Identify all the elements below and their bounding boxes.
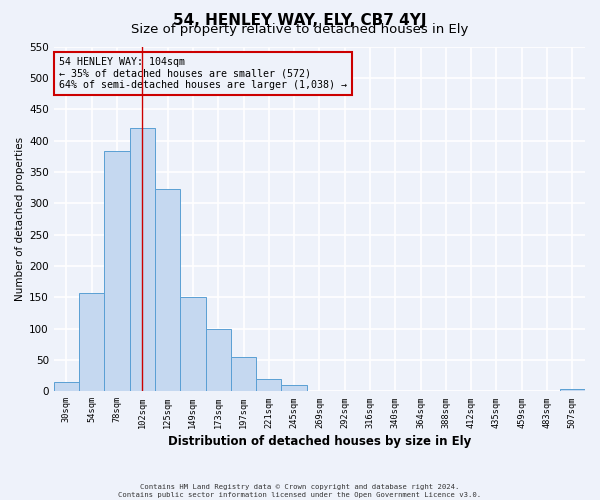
Bar (79, 293, 104, 391)
Bar (104, 151, 130, 391)
Bar (155, 190, 180, 391)
Bar (560, 390, 585, 391)
Bar (256, 378, 281, 391)
X-axis label: Distribution of detached houses by size in Ely: Distribution of detached houses by size … (168, 434, 471, 448)
Bar (206, 328, 231, 391)
Y-axis label: Number of detached properties: Number of detached properties (15, 137, 25, 301)
Text: 54, HENLEY WAY, ELY, CB7 4YJ: 54, HENLEY WAY, ELY, CB7 4YJ (173, 12, 427, 28)
Bar (231, 356, 256, 391)
Bar (281, 385, 307, 391)
Bar (130, 128, 155, 391)
Text: Contains HM Land Registry data © Crown copyright and database right 2024.
Contai: Contains HM Land Registry data © Crown c… (118, 484, 482, 498)
Text: Size of property relative to detached houses in Ely: Size of property relative to detached ho… (131, 22, 469, 36)
Bar (54, 382, 79, 391)
Bar (180, 297, 206, 391)
Text: 54 HENLEY WAY: 104sqm
← 35% of detached houses are smaller (572)
64% of semi-det: 54 HENLEY WAY: 104sqm ← 35% of detached … (59, 57, 347, 90)
